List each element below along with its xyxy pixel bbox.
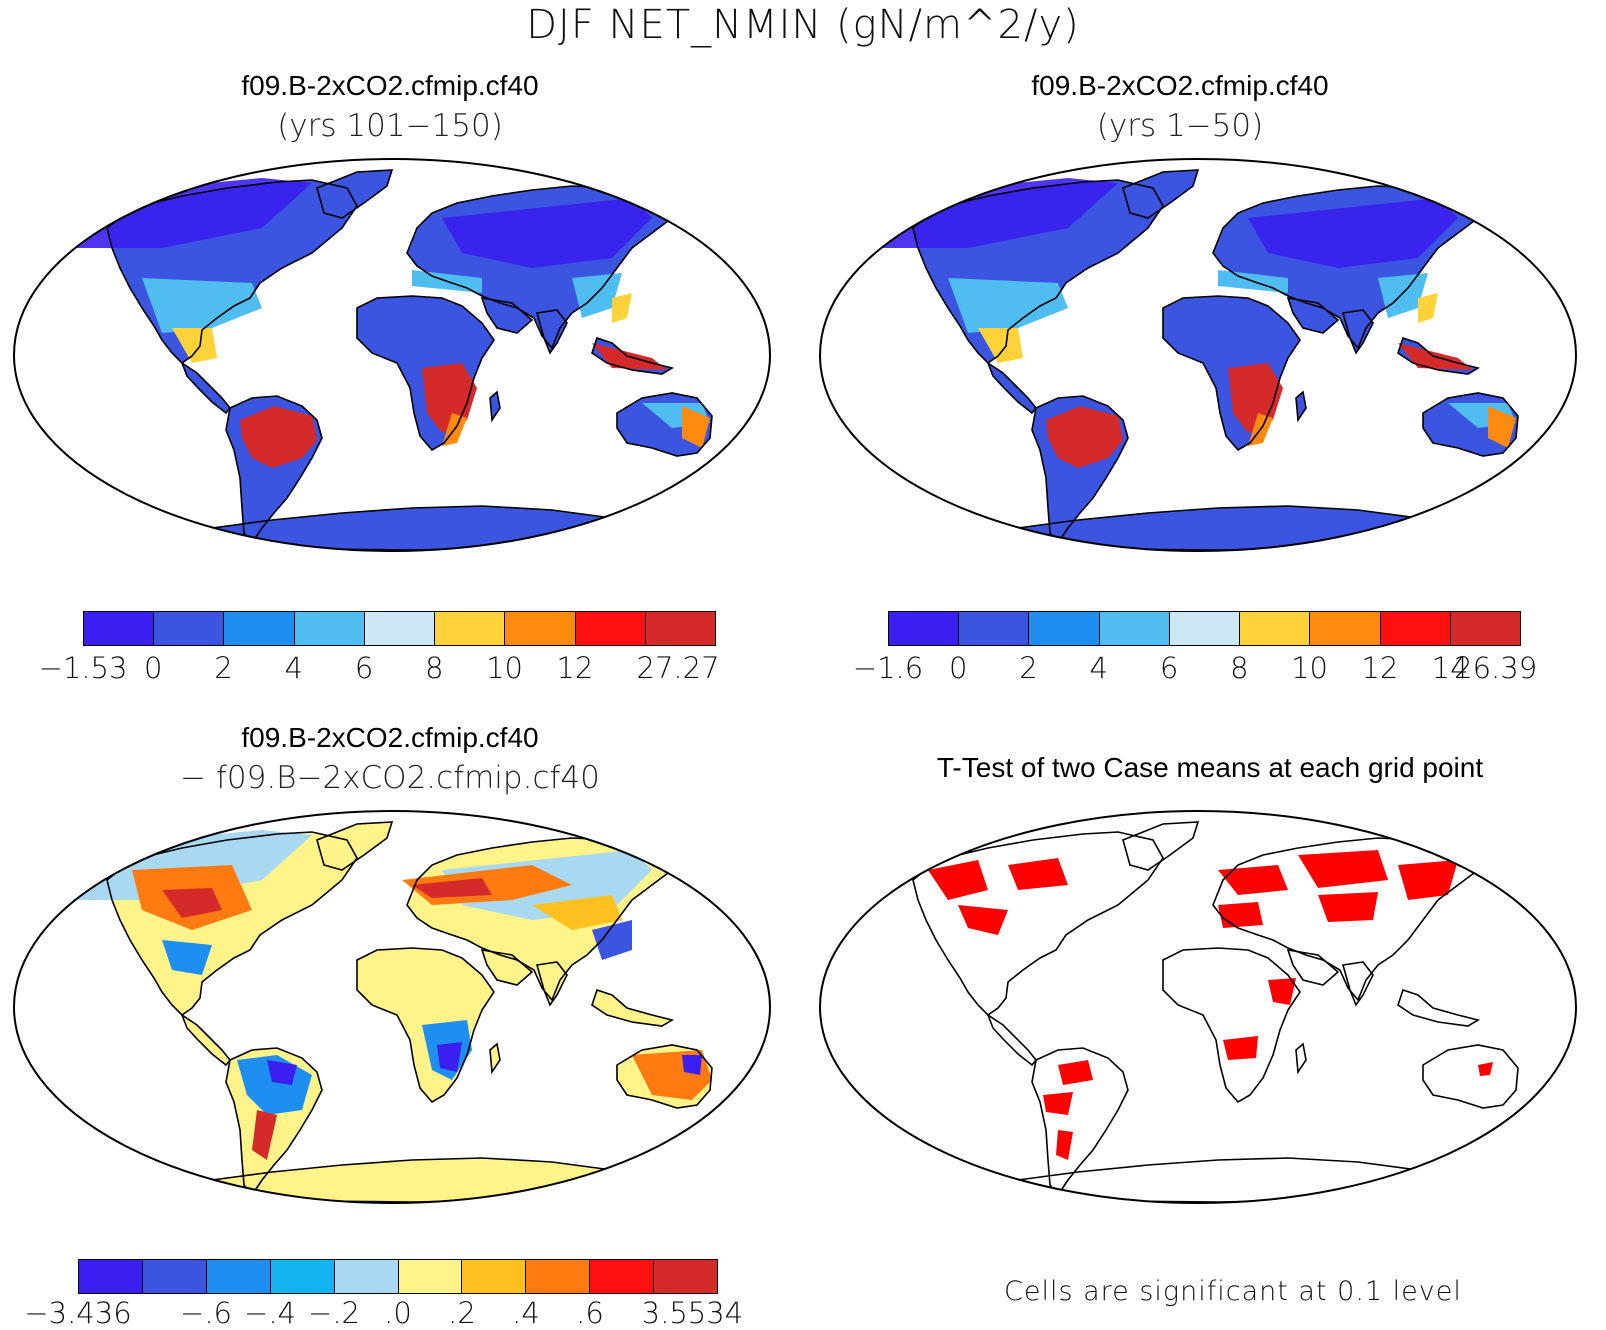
colorbar-tick-label: −1.6 [852,651,924,685]
panel-case1-case-name: f09.B-2xCO2.cfmip.cf40 [241,70,539,101]
figure-title: DJF NET_NMIN (gN/m^2/y) [526,2,1080,48]
colorbar-swatch [84,612,155,645]
map-difference [13,810,771,1204]
colorbar-tick-label: 6 [354,651,374,685]
colorbar-swatch [654,1260,718,1293]
colorbar-swatch [575,612,646,645]
colorbar-tick-label: 14 [1431,651,1469,685]
colorbar-case2 [888,611,1521,646]
colorbar-tick-label: .6 [576,1296,604,1330]
colorbar-tick-label: −.6 [180,1296,232,1330]
panel-difference-case-name: f09.B-2xCO2.cfmip.cf40 [241,722,539,753]
colorbar-difference-labels: −3.436 −.6 −.4 −.2 .0 .2 .4 .6 3.5534 [24,1296,743,1330]
colorbar-swatch [959,612,1030,645]
colorbar-tick-label: 8 [1230,651,1249,685]
colorbar-swatch [334,1260,399,1293]
map-case1 [13,158,771,552]
colorbar-swatch [1099,612,1170,645]
map-case2 [819,158,1577,552]
colorbar-tick-label: 12 [1361,651,1399,685]
colorbar-swatch [526,1260,591,1293]
colorbar-tick-label: 0 [949,651,968,685]
colorbar-swatch [154,612,225,645]
colorbar-tick-label: 6 [1159,651,1179,685]
colorbar-tick-label: 3.5534 [641,1296,744,1330]
colorbar-swatch [505,612,576,645]
colorbar-tick-label: 12 [556,651,594,685]
colorbar-swatch [206,1260,271,1293]
panel-case1-title: f09.B-2xCO2.cfmip.cf40 (yrs 101−150) [90,66,690,146]
colorbar-swatch [294,612,365,645]
colorbar-tick-label: 26.39 [1454,651,1538,685]
map-ttest [819,810,1577,1204]
colorbar-tick-label: −3.436 [24,1296,132,1330]
panel-ttest-heading: T-Test of two Case means at each grid po… [936,752,1484,783]
panel-difference-title: f09.B-2xCO2.cfmip.cf40 − f09.B−2xCO2.cfm… [60,718,720,798]
colorbar-swatch [462,1260,527,1293]
colorbar-swatch [1029,612,1100,645]
panel-difference-minus-case: − f09.B−2xCO2.cfmip.cf40 [180,760,600,796]
colorbar-tick-label: −1.53 [38,651,128,685]
colorbar-swatch [1310,612,1381,645]
colorbar-swatch [1169,612,1241,645]
panel-case2-case-name: f09.B-2xCO2.cfmip.cf40 [1031,70,1329,101]
panel-case2-years: (yrs 1−50) [1096,108,1264,144]
colorbar-tick-label: 4 [1089,651,1109,685]
colorbar-tick-label: .0 [384,1296,412,1330]
colorbar-tick-label: 8 [425,651,444,685]
significance-footnote: Cells are significant at 0.1 level [1004,1276,1462,1307]
colorbar-tick-label: .2 [448,1296,476,1330]
colorbar-case1 [83,611,716,646]
colorbar-tick-label: −.2 [308,1296,360,1330]
colorbar-tick-label: −.4 [244,1296,296,1330]
colorbar-tick-label: 27.27 [636,651,720,685]
colorbar-swatch [224,612,295,645]
colorbar-swatch [435,612,506,645]
colorbar-tick-label: .4 [512,1296,540,1330]
colorbar-case2-labels: −1.6 0 2 4 6 8 10 12 14 26.39 [853,651,1537,685]
colorbar-difference [78,1259,718,1294]
colorbar-swatch [142,1260,207,1293]
colorbar-swatch [1380,612,1451,645]
colorbar-tick-label: 2 [1019,651,1038,685]
panel-case2-title: f09.B-2xCO2.cfmip.cf40 (yrs 1−50) [880,66,1480,146]
colorbar-swatch [398,1260,463,1293]
colorbar-tick-label: 10 [1291,651,1329,685]
colorbar-swatch [270,1260,335,1293]
colorbar-case1-labels: −1.53 0 2 4 6 8 10 12 27.27 [39,651,720,685]
colorbar-swatch [364,612,436,645]
colorbar-swatch [645,612,715,645]
panel-case1-years: (yrs 101−150) [277,108,503,144]
colorbar-tick-label: 10 [486,651,524,685]
colorbar-swatch [79,1260,143,1293]
colorbar-swatch [1240,612,1311,645]
colorbar-tick-label: 4 [284,651,304,685]
colorbar-tick-label: 2 [214,651,233,685]
colorbar-swatch [590,1260,655,1293]
colorbar-swatch [889,612,960,645]
colorbar-swatch [1450,612,1520,645]
colorbar-tick-label: 0 [144,651,163,685]
panel-ttest-title: T-Test of two Case means at each grid po… [840,748,1580,788]
